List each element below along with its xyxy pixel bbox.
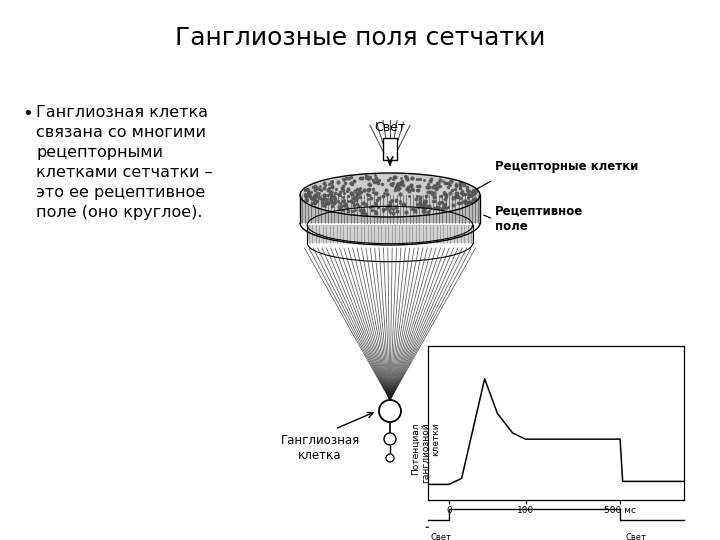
Ellipse shape [300,173,480,217]
Text: связана со многими: связана со многими [36,125,206,140]
Text: Рецепторные клетки: Рецепторные клетки [495,160,639,173]
Bar [383,138,397,160]
Bar [300,195,480,223]
Bar [307,225,473,243]
Text: поле (оно круглое).: поле (оно круглое). [36,205,202,220]
Y-axis label: Потенциал
ганглиозной
клетки: Потенциал ганглиозной клетки [410,422,441,483]
Text: Свет
включен: Свет включен [431,534,469,540]
Text: это ее рецептивное: это ее рецептивное [36,185,205,200]
Text: клетками сетчатки –: клетками сетчатки – [36,165,212,180]
Text: Ганглиозные поля сетчатки: Ганглиозные поля сетчатки [175,26,545,50]
Text: •: • [22,105,32,123]
Circle shape [384,433,396,445]
Text: Ганглиозная
клетка: Ганглиозная клетка [280,434,359,462]
Text: Ганглиозная клетка: Ганглиозная клетка [36,105,208,120]
Text: рецепторными: рецепторными [36,145,163,160]
Circle shape [386,454,394,462]
Text: Свет: Свет [374,121,405,134]
Text: Свет
выключен: Свет выключен [625,534,670,540]
Circle shape [379,400,401,422]
Text: Рецептивное
поле: Рецептивное поле [495,205,583,233]
